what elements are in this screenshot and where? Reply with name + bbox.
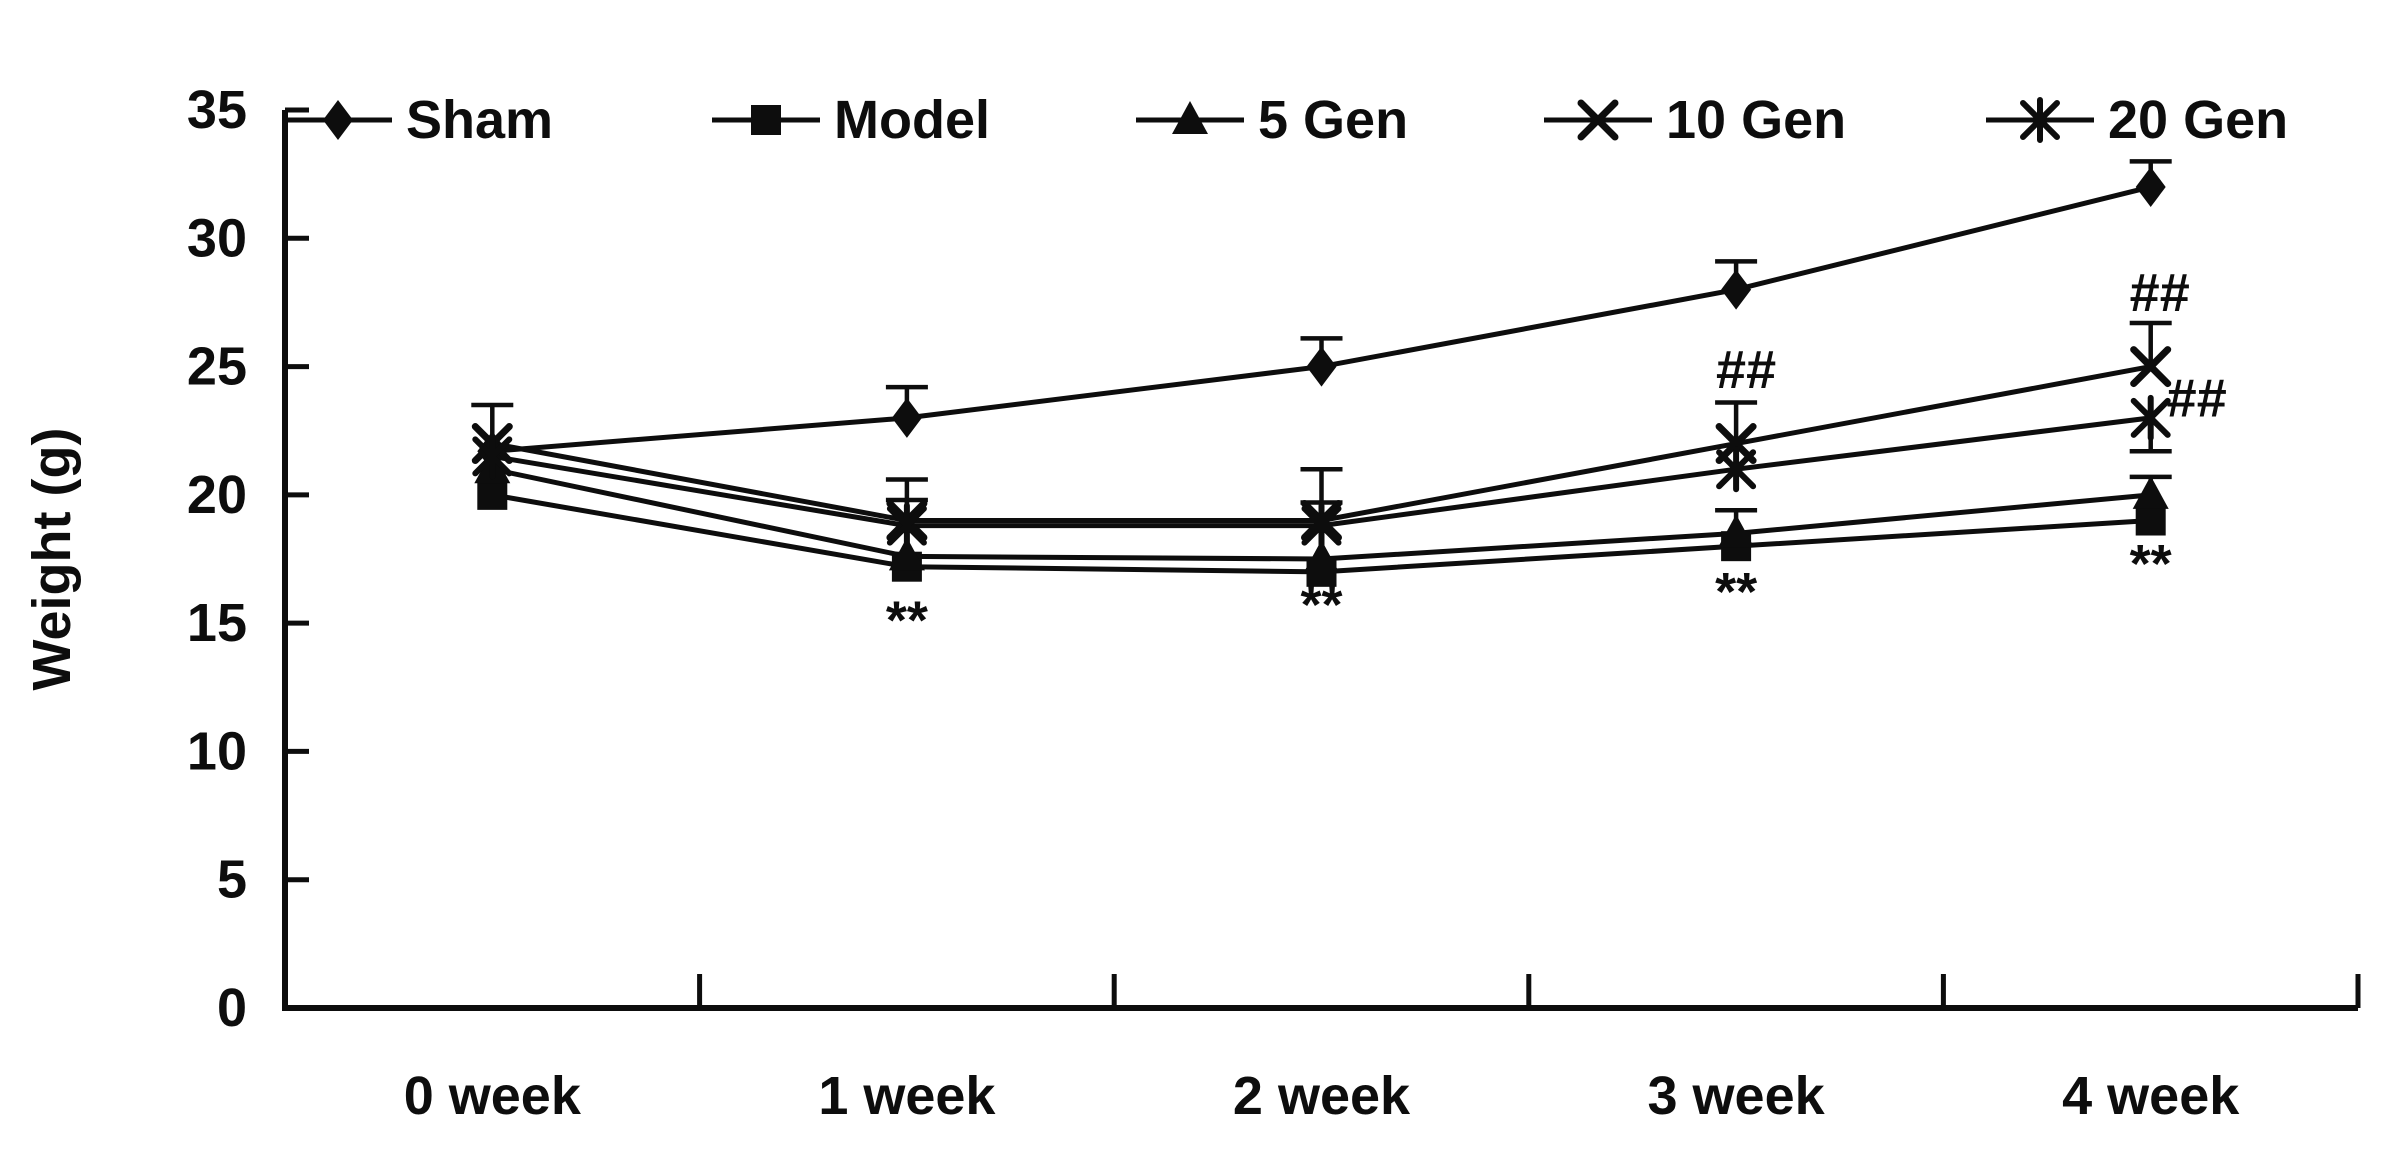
y-tick-label: 5 bbox=[217, 850, 247, 910]
x-axis-label-2-week: 2 week bbox=[1233, 1066, 1411, 1126]
annotation-hashes: ## bbox=[2130, 263, 2190, 323]
series-5-gen-triangle-marker bbox=[1303, 540, 1340, 573]
y-tick-label: 10 bbox=[187, 721, 247, 781]
x-axis-label-4-week: 4 week bbox=[2062, 1066, 2240, 1126]
x-axis-label-3-week: 3 week bbox=[1648, 1066, 1826, 1126]
series-20-gen-star-marker bbox=[1716, 446, 1757, 493]
legend-sham-diamond-marker bbox=[323, 100, 353, 140]
legend-label-5-gen: 5 Gen bbox=[1258, 90, 1408, 150]
y-tick-label: 15 bbox=[187, 593, 247, 653]
annotation-asterisks: ** bbox=[2130, 534, 2172, 594]
legend-model-square-marker bbox=[751, 105, 781, 135]
series-model-square-marker bbox=[2135, 505, 2166, 536]
y-tick-label: 30 bbox=[187, 208, 247, 268]
series-20-gen-star-marker bbox=[1301, 502, 1342, 549]
y-tick-label: 20 bbox=[187, 465, 247, 525]
y-tick-label: 35 bbox=[187, 80, 247, 140]
series-sham-diamond-marker bbox=[891, 397, 922, 438]
y-tick-label: 25 bbox=[187, 337, 247, 397]
series-10-gen-x-marker bbox=[2130, 346, 2172, 388]
series-sham-diamond-marker bbox=[1306, 346, 1337, 387]
annotation-asterisks: ** bbox=[886, 590, 928, 650]
series-model-square-marker bbox=[477, 479, 508, 510]
legend-20-gen-star-marker bbox=[2020, 97, 2060, 143]
10-gen-error-bar-up bbox=[1715, 400, 1758, 444]
annotation-asterisks: ** bbox=[1300, 575, 1342, 635]
series-sham-diamond-marker bbox=[2135, 166, 2166, 207]
legend-10-gen-x-marker bbox=[1577, 99, 1619, 141]
annotation-hashes: ## bbox=[2167, 368, 2227, 428]
annotation-asterisks: ** bbox=[1715, 562, 1757, 622]
series-sham-diamond-marker bbox=[1721, 269, 1752, 310]
y-tick-label: 0 bbox=[217, 978, 247, 1038]
x-axis-label-1-week: 1 week bbox=[818, 1066, 996, 1126]
y-axis-title: Weight (g) bbox=[22, 428, 82, 691]
series-20-gen-star-marker bbox=[886, 502, 927, 549]
legend-label-10-gen: 10 Gen bbox=[1666, 90, 1846, 150]
legend-label-model: Model bbox=[834, 90, 990, 150]
legend-label-20-gen: 20 Gen bbox=[2108, 90, 2288, 150]
x-axis-label-0-week: 0 week bbox=[404, 1066, 582, 1126]
10-gen-error-bar-up bbox=[2129, 320, 2172, 367]
series-5-gen-triangle-marker bbox=[1718, 514, 1755, 548]
annotation-hashes: ## bbox=[1716, 340, 1776, 400]
legend-label-sham: Sham bbox=[406, 90, 553, 150]
series-20-gen-star-marker bbox=[2130, 394, 2171, 441]
legend-5-gen-triangle-marker bbox=[1172, 101, 1208, 134]
series-5-gen-triangle-marker bbox=[888, 537, 925, 571]
series-5-gen-triangle-marker bbox=[2132, 475, 2169, 509]
series-20-gen-star-marker bbox=[472, 433, 513, 480]
